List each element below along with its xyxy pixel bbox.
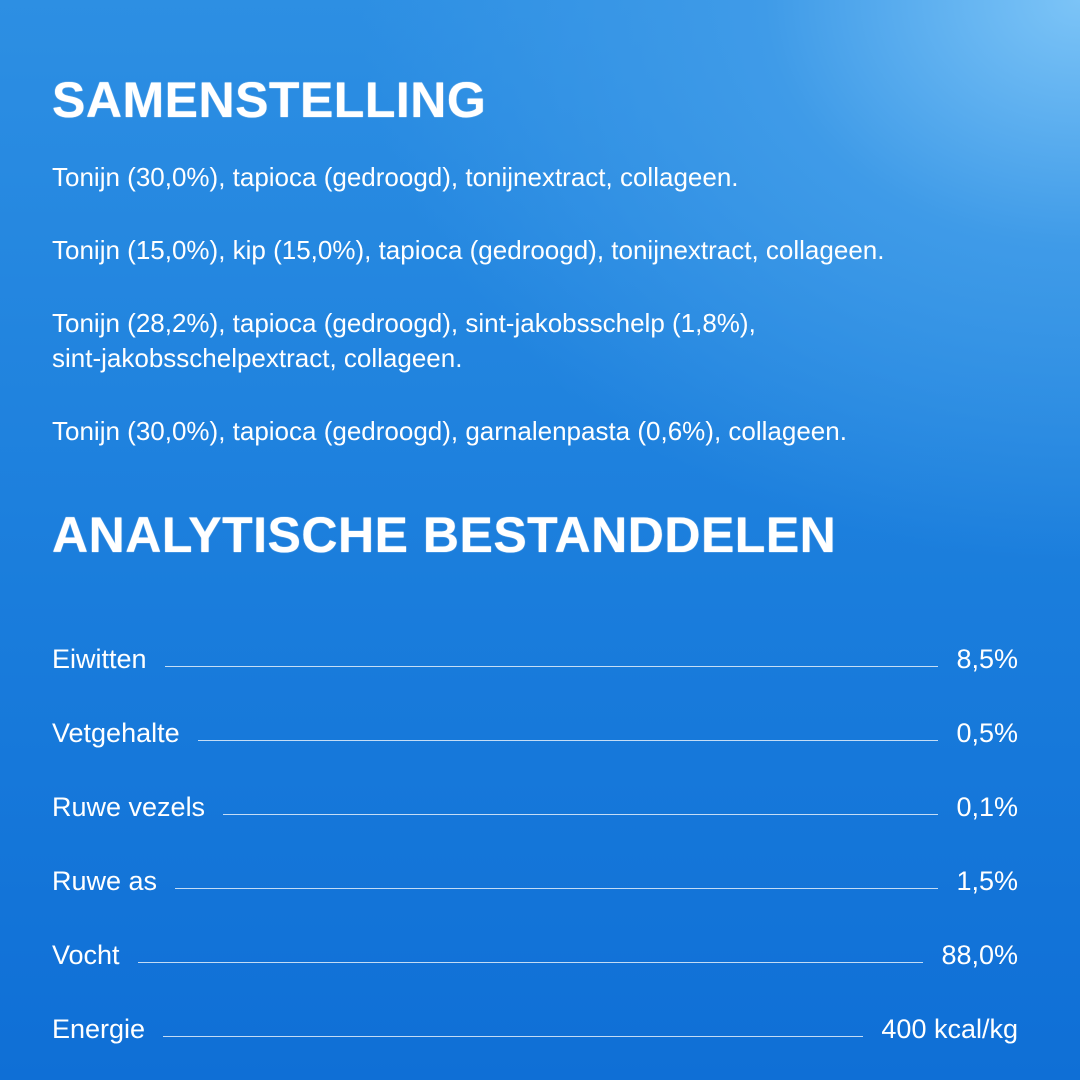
- ingredient-line: Tonijn (15,0%), kip (15,0%), tapioca (ge…: [52, 235, 885, 265]
- ingredient-line: sint-jakobsschelpextract, collageen.: [52, 343, 463, 373]
- analysis-row: Vetgehalte 0,5%: [52, 679, 1018, 753]
- nutrient-label: Vetgehalte: [52, 718, 180, 748]
- leader-line: [223, 814, 939, 815]
- section-title: ANALYTISCHE BESTANDDELEN: [52, 507, 837, 563]
- ingredient-paragraph: Tonijn (30,0%), tapioca (gedroogd), toni…: [52, 160, 884, 195]
- nutrient-label: Energie: [52, 1014, 146, 1044]
- analysis-table: Eiwitten 8,5% Vetgehalte 0,5% Ruwe vezels 0,1…: [52, 605, 1018, 1049]
- analysis-row: Vocht 88,0%: [52, 901, 1018, 975]
- nutrient-label: Eiwitten: [52, 644, 147, 674]
- nutrient-label: Ruwe vezels: [52, 792, 206, 822]
- analysis-row: Ruwe as 1,5%: [52, 827, 1018, 901]
- leader-line: [175, 888, 939, 889]
- nutrient-label: Vocht: [52, 940, 120, 970]
- nutrient-value: 88,0%: [941, 940, 1018, 970]
- ingredient-line: Tonijn (28,2%), tapioca (gedroogd), sint…: [52, 308, 756, 338]
- ingredient-paragraph: Tonijn (30,0%), tapioca (gedroogd), garn…: [52, 414, 884, 449]
- ingredient-line: Tonijn (30,0%), tapioca (gedroogd), toni…: [52, 162, 739, 192]
- nutrient-label: Ruwe as: [52, 866, 158, 896]
- nutrient-value: 1,5%: [956, 866, 1018, 896]
- leader-line: [197, 740, 939, 741]
- nutrient-value: 8,5%: [956, 644, 1018, 674]
- leader-line: [164, 666, 939, 667]
- nutrient-value: 0,5%: [956, 718, 1018, 748]
- analysis-row: Eiwitten 8,5%: [52, 605, 1018, 679]
- leader-line: [137, 962, 924, 963]
- ingredient-paragraph: Tonijn (15,0%), kip (15,0%), tapioca (ge…: [52, 233, 884, 268]
- nutrient-value: 400 kcal/kg: [881, 1014, 1018, 1044]
- ingredient-line: Tonijn (30,0%), tapioca (gedroogd), garn…: [52, 416, 847, 446]
- leader-line: [163, 1036, 864, 1037]
- ingredient-paragraph: Tonijn (28,2%), tapioca (gedroogd), sint…: [52, 306, 884, 376]
- nutrient-value: 0,1%: [956, 792, 1018, 822]
- ingredient-list: Tonijn (30,0%), tapioca (gedroogd), toni…: [52, 160, 884, 487]
- analysis-row: Ruwe vezels 0,1%: [52, 753, 1018, 827]
- analysis-row: Energie 400 kcal/kg: [52, 975, 1018, 1049]
- section-title: SAMENSTELLING: [52, 72, 487, 128]
